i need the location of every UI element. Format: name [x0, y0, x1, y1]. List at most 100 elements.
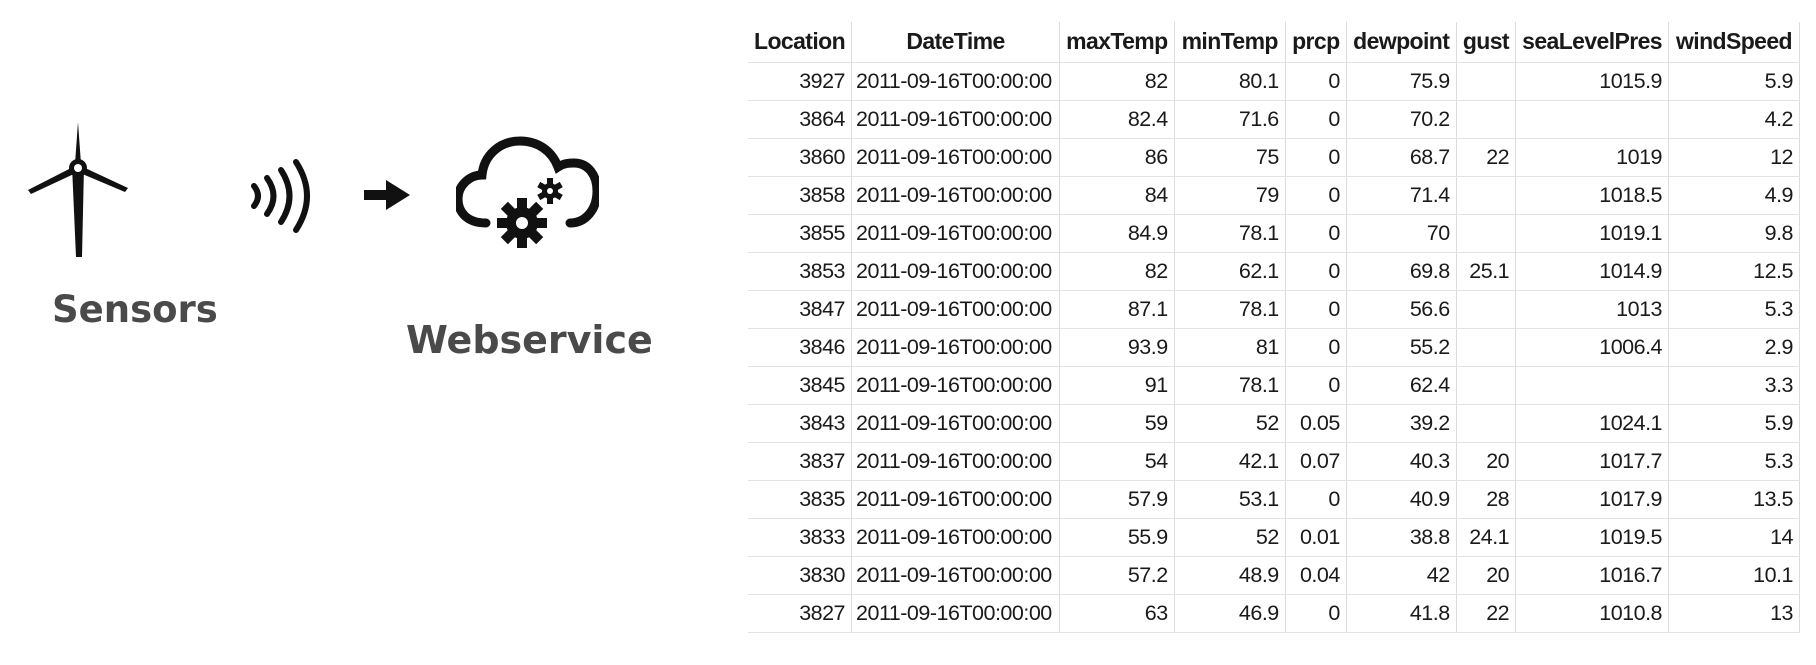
table-cell: 82.4	[1059, 100, 1175, 139]
cloud-gears-icon	[456, 136, 599, 248]
table-cell: 0	[1285, 366, 1347, 405]
table-cell: 1024.1	[1515, 404, 1670, 443]
table-cell	[1456, 290, 1517, 329]
header-row: Location DateTime maxTemp minTemp prcp d…	[748, 22, 1800, 63]
table-row: 3864 2011-09-16T00:00:00 82.4 71.6 0 70.2 4.2	[748, 100, 1800, 139]
table-cell: 22	[1456, 594, 1517, 633]
table-cell	[1456, 100, 1517, 139]
table-cell: 46.9	[1174, 594, 1286, 633]
table-row: 3830 2011-09-16T00:00:00 57.2 48.9 0.04 42 20 1…	[748, 556, 1800, 595]
table-cell: 3864	[748, 100, 853, 139]
table-cell: 42.1	[1174, 442, 1286, 481]
table-cell: 0.01	[1285, 518, 1347, 557]
table-cell: 4.2	[1668, 100, 1800, 139]
table-cell: 80.1	[1174, 62, 1286, 101]
table-cell: 75	[1174, 138, 1286, 177]
table-cell: 3853	[748, 252, 853, 291]
data-grid: Location DateTime maxTemp minTemp prcp d…	[748, 22, 1800, 633]
table-cell: 0	[1285, 176, 1347, 215]
table-cell	[1456, 176, 1517, 215]
table-cell: 3835	[748, 480, 853, 519]
table-cell: 41.8	[1346, 594, 1457, 633]
table-cell: 84.9	[1059, 214, 1175, 253]
table-cell	[1515, 100, 1670, 139]
table-cell: 1018.5	[1515, 176, 1670, 215]
table-row: 3837 2011-09-16T00:00:00 54 42.1 0.07 40.3 20 1…	[748, 442, 1800, 481]
table-cell: 1019.1	[1515, 214, 1670, 253]
table-cell: 2011-09-16T00:00:00	[851, 594, 1060, 633]
table-cell: 3.3	[1668, 366, 1800, 405]
table-cell: 3833	[748, 518, 853, 557]
table-cell: 1006.4	[1515, 328, 1670, 367]
table-cell: 1010.8	[1515, 594, 1670, 633]
table-cell: 56.6	[1346, 290, 1457, 329]
table-cell: 3927	[748, 62, 853, 101]
table-cell: 0	[1285, 290, 1347, 329]
table-cell: 68.7	[1346, 138, 1457, 177]
table-cell: 20	[1456, 556, 1517, 595]
table-cell: 3830	[748, 556, 853, 595]
table-cell: 40.3	[1346, 442, 1457, 481]
table-cell: 12.5	[1668, 252, 1800, 291]
weather-data-table: Location DateTime maxTemp minTemp prcp d…	[748, 22, 1800, 642]
table-cell: 1016.7	[1515, 556, 1670, 595]
table-cell: 62.4	[1346, 366, 1457, 405]
table-cell: 3847	[748, 290, 853, 329]
table-cell: 3846	[748, 328, 853, 367]
table-cell: 2011-09-16T00:00:00	[851, 480, 1060, 519]
table-cell: 63	[1059, 594, 1175, 633]
table-cell: 12	[1668, 138, 1800, 177]
table-cell: 2011-09-16T00:00:00	[851, 138, 1060, 177]
table-cell: 2011-09-16T00:00:00	[851, 252, 1060, 291]
table-cell: 2011-09-16T00:00:00	[851, 176, 1060, 215]
table-cell: 5.9	[1668, 62, 1800, 101]
column-header: maxTemp	[1059, 22, 1175, 63]
webservice-label: Webservice	[406, 318, 653, 362]
table-cell	[1456, 366, 1517, 405]
table-cell: 1017.9	[1515, 480, 1670, 519]
table-cell: 75.9	[1346, 62, 1457, 101]
column-header: seaLevelPres	[1515, 22, 1670, 63]
table-cell: 57.2	[1059, 556, 1175, 595]
table-cell: 3845	[748, 366, 853, 405]
arrow-right-icon	[364, 180, 410, 210]
table-cell: 70	[1346, 214, 1457, 253]
table-cell: 42	[1346, 556, 1457, 595]
table-cell: 0	[1285, 62, 1347, 101]
table-cell: 93.9	[1059, 328, 1175, 367]
wind-turbine-icon	[28, 122, 128, 257]
table-cell: 2011-09-16T00:00:00	[851, 62, 1060, 101]
table-cell: 0	[1285, 480, 1347, 519]
table-cell: 5.3	[1668, 442, 1800, 481]
table-cell: 24.1	[1456, 518, 1517, 557]
table-cell: 91	[1059, 366, 1175, 405]
table-row: 3847 2011-09-16T00:00:00 87.1 78.1 0 56.6 1013…	[748, 290, 1800, 329]
table-cell: 0	[1285, 138, 1347, 177]
table-cell: 25.1	[1456, 252, 1517, 291]
table-row: 3843 2011-09-16T00:00:00 59 52 0.05 39.2 1024.…	[748, 404, 1800, 443]
table-row: 3858 2011-09-16T00:00:00 84 79 0 71.4 1018.5 4.…	[748, 176, 1800, 215]
table-cell: 14	[1668, 518, 1800, 557]
table-cell: 3827	[748, 594, 853, 633]
table-row: 3855 2011-09-16T00:00:00 84.9 78.1 0 70 1019.1…	[748, 214, 1800, 253]
table-cell: 2.9	[1668, 328, 1800, 367]
table-cell: 52	[1174, 404, 1286, 443]
table-cell	[1456, 404, 1517, 443]
table-cell: 87.1	[1059, 290, 1175, 329]
table-cell: 5.3	[1668, 290, 1800, 329]
table-cell: 1015.9	[1515, 62, 1670, 101]
table-cell: 38.8	[1346, 518, 1457, 557]
column-header: Location	[748, 22, 853, 63]
table-cell: 2011-09-16T00:00:00	[851, 214, 1060, 253]
table-cell: 0.05	[1285, 404, 1347, 443]
table-cell: 3858	[748, 176, 853, 215]
table-cell: 1017.7	[1515, 442, 1670, 481]
table-cell: 82	[1059, 62, 1175, 101]
table-cell: 70.2	[1346, 100, 1457, 139]
table-cell: 2011-09-16T00:00:00	[851, 556, 1060, 595]
table-cell: 3855	[748, 214, 853, 253]
table-cell: 78.1	[1174, 366, 1286, 405]
table-cell: 0	[1285, 100, 1347, 139]
table-cell: 2011-09-16T00:00:00	[851, 290, 1060, 329]
table-cell: 2011-09-16T00:00:00	[851, 328, 1060, 367]
